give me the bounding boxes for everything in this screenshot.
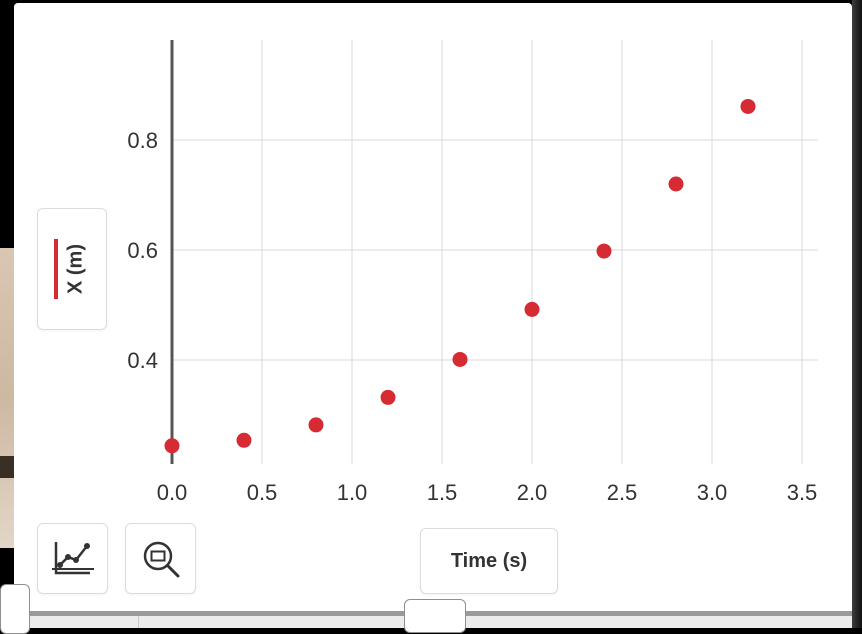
x-tick-label-6: 3.0 [697,480,728,505]
grid-lines [172,40,818,464]
data-point-0-5 [524,301,540,317]
timeline-scroll-thumb[interactable] [404,599,466,633]
zoom-selection-button[interactable] [125,523,196,594]
autoscale-button[interactable] [37,523,108,594]
data-point-0-7 [668,176,684,192]
data-point-0-8 [740,98,756,114]
y-tick-labels: 0.4 0.6 0.8 [127,128,158,373]
window-edge [852,0,862,628]
background-photo-strip [0,248,14,548]
data-point-0-2 [308,417,324,433]
x-tick-label-1: 0.5 [247,480,278,505]
background-photo-detail [0,456,14,478]
data-point-0-4 [452,351,468,367]
scrollbar-divider [138,616,139,628]
x-tick-label-7: 3.5 [787,480,818,505]
y-axis-label: X (m) [64,244,87,294]
y-tick-label-1: 0.6 [127,238,158,263]
x-tick-label-2: 1.0 [337,480,368,505]
data-point-0-6 [596,243,612,259]
x-tick-label-3: 1.5 [427,480,458,505]
data-point-0-0 [164,438,180,454]
data-point-0-3 [380,389,396,405]
zoom-selection-icon [143,541,180,578]
y-tick-label-0: 0.4 [127,348,158,373]
x-tick-label-0: 0.0 [157,480,188,505]
graph-autoscale-icon [52,542,94,575]
series-color-swatch [54,239,58,299]
x-axis-label-button[interactable]: Time (s) [420,528,558,594]
timeline-start-handle[interactable] [0,584,30,634]
data-point-0-1 [236,432,252,448]
y-tick-label-2: 0.8 [127,128,158,153]
x-tick-labels: 0.0 0.5 1.0 1.5 2.0 2.5 3.0 3.5 [157,480,818,505]
y-axis-label-button[interactable]: X (m) [37,208,107,330]
x-tick-label-4: 2.0 [517,480,548,505]
x-axis-label: Time (s) [450,549,528,572]
x-tick-label-5: 2.5 [607,480,638,505]
data-points [164,98,756,454]
